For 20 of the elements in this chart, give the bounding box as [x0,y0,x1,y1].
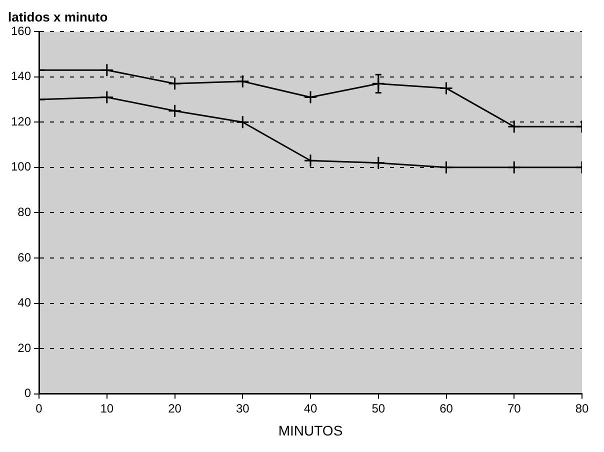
x-tick-label: 80 [575,401,589,416]
y-tick-label: 100 [10,160,32,174]
y-tick-label: 0 [24,386,32,400]
x-tick-label: 0 [36,401,43,416]
y-tick-label: 140 [10,69,32,84]
y-tick-label: 120 [10,114,32,128]
x-tick-label: 50 [372,401,386,416]
x-tick-label: 10 [100,401,114,416]
x-tick-label: 70 [507,401,522,416]
y-tick-label: 160 [10,24,32,38]
x-tick-label: 30 [236,401,250,416]
y-tick-label: 40 [18,296,32,310]
x-axis-title: MINUTOS [278,422,343,438]
y-tick-label: 20 [18,340,32,355]
y-tick-label: 80 [18,205,32,220]
x-tick-label: 20 [168,401,182,416]
x-tick-label: 40 [304,401,318,416]
y-axis-title: latidos x minuto [8,9,108,24]
x-tick-label: 60 [440,401,454,416]
y-tick-label: 60 [18,250,32,264]
